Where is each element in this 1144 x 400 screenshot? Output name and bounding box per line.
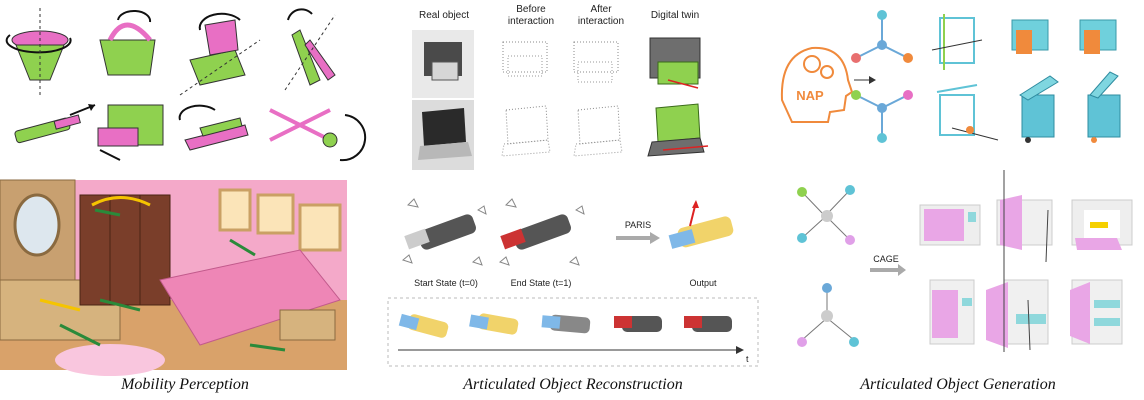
usb-start-state [401,198,487,266]
cage-microwave-2 [996,170,1053,263]
header-before-2: interaction [508,16,554,27]
syringe-object [14,104,96,144]
basket-object [99,9,156,76]
timeline-usb-5 [684,316,732,332]
header-before-1: Before [516,4,546,15]
nap-trashcan-2 [1087,71,1121,143]
cage-arrow [870,264,906,276]
timeline-box [387,297,759,367]
pointcloud-before-laptop [501,105,551,157]
stapler-object [178,104,249,151]
time-axis-label: t [746,354,749,364]
nap-wireframe-2 [936,84,999,141]
timeline-usb-2 [469,313,519,335]
pointcloud-after-laptop [573,105,623,157]
header-after-1: After [590,4,612,15]
nap-box-orange-2 [1079,19,1117,54]
digital-twin-laptop [647,103,709,157]
nap-wireframe-1 [931,14,983,70]
caption-reconstruction: Articulated Object Reconstruction [463,376,683,393]
cage-microwave-3 [1071,199,1133,250]
drawer-cabinet-object [97,104,164,161]
header-real-object: Real object [419,10,469,21]
scissors-object [269,108,367,162]
paris-label: PARIS [625,220,651,230]
usb-output [668,200,734,249]
caption-generation: Articulated Object Generation [860,376,1056,393]
pointcloud-before-drawer [502,41,548,77]
nap-graph-bottom [851,90,913,143]
cage-fridge-2 [986,254,1049,352]
cage-graph-bottom [797,283,859,347]
box-lid-object [179,12,261,96]
nap-head-icon [780,46,854,123]
bedroom-scene [0,179,347,376]
reconstruction-figure: Real object Before interaction After int… [387,4,759,367]
clip-object [284,8,336,91]
paris-arrow [616,232,660,244]
output-label: Output [689,278,717,288]
cup-object [5,8,72,95]
end-state-label: End State (t=1) [511,278,572,288]
timeline-usb-3 [541,314,591,334]
usb-end-state [498,198,585,266]
generation-figure: NAP [780,10,1133,352]
cage-graph-top [797,185,855,245]
mobility-figure [0,8,367,376]
nap-trashcan-1 [1019,75,1059,143]
nap-graph-top [851,10,913,63]
header-after-2: interaction [578,16,624,27]
pointcloud-after-drawer [573,41,619,83]
reconstruction-panel: Real object Before interaction After int… [378,0,768,400]
header-digital-twin: Digital twin [651,10,699,21]
start-state-label: Start State (t=0) [414,278,478,288]
nap-label: NAP [796,88,824,103]
generation-panel: NAP [772,0,1144,400]
digital-twin-drawer [649,37,701,89]
timeline-usb-4 [614,316,662,332]
cage-fridge-1 [929,279,975,345]
caption-mobility: Mobility Perception [121,376,249,393]
cage-microwave-1 [919,204,981,246]
cage-label: CAGE [873,254,899,264]
cage-fridge-3 [1070,279,1123,345]
mobility-perception-panel: Mobility Perception [0,0,370,400]
nap-box-orange [1011,19,1049,54]
timeline-usb-1 [398,313,449,338]
